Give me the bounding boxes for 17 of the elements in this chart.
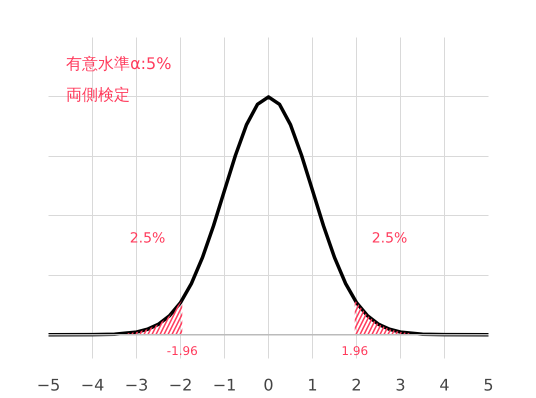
x-tick-label: 1 bbox=[307, 376, 318, 394]
annotation: 2.5% bbox=[372, 230, 408, 247]
text: -1.96 bbox=[166, 344, 198, 358]
annotation: 2.5% bbox=[130, 230, 166, 247]
x-tick-label: −4 bbox=[80, 376, 104, 394]
text: 有意水準α:5% bbox=[66, 54, 172, 74]
x-tick-label: 0 bbox=[263, 376, 274, 394]
x-tick-label: 4 bbox=[439, 376, 450, 394]
x-tick-label: −5 bbox=[36, 376, 60, 394]
x-tick-label: 2 bbox=[351, 376, 362, 394]
x-tick-label: 5 bbox=[483, 376, 494, 394]
text: 1.96 bbox=[341, 344, 368, 358]
x-tick-label: 3 bbox=[395, 376, 406, 394]
x-tick-label: −1 bbox=[212, 376, 236, 394]
x-tick-label: −3 bbox=[124, 376, 148, 394]
annotation: 両側検定 bbox=[66, 85, 130, 104]
x-tick-label: −2 bbox=[168, 376, 192, 394]
